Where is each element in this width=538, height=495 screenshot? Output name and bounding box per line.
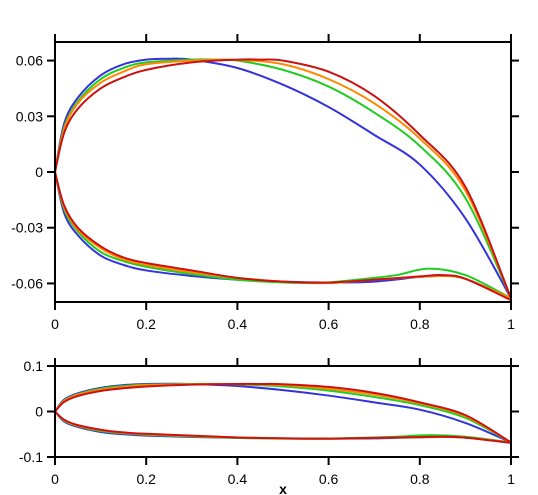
top-x-tick-label-5: 1 [507, 316, 515, 332]
top-y-tick-label-3: 0.03 [16, 108, 43, 124]
top-series-3-lower-curve [54, 171, 512, 302]
top-x-tick-label-1: 0.2 [136, 316, 156, 332]
top-y-tick-label-0: -0.06 [11, 275, 43, 291]
top-series-1-upper-curve [54, 58, 512, 300]
bottom-series-3-upper-curve [54, 382, 512, 444]
top-series-2-upper-curve [54, 58, 512, 300]
top-series-0-upper-curve [54, 57, 512, 300]
bottom-x-axis-label: x [279, 481, 287, 495]
bottom-chart-panel: 0 0.2 0.4 0.6 0.8 1 -0.1 0 0.1 x [19, 358, 519, 495]
bottom-x-tick-label-2: 0.4 [228, 471, 248, 487]
top-series-1-lower-curve [54, 171, 512, 300]
bottom-x-tick-label-5: 1 [507, 471, 515, 487]
bottom-x-tick-label-4: 0.8 [410, 471, 430, 487]
bottom-series-3-lower-curve [54, 410, 512, 444]
top-y-tick-label-1: -0.03 [11, 220, 43, 236]
top-series-0-lower-curve [54, 171, 512, 300]
bottom-y-tick-label-0: -0.1 [19, 449, 43, 465]
top-x-tick-label-0: 0 [51, 316, 59, 332]
top-series-3-upper-curve [54, 58, 512, 300]
top-y-tick-label-2: 0 [35, 164, 43, 180]
top-x-tick-label-2: 0.4 [228, 316, 248, 332]
bottom-x-tick-label-0: 0 [51, 471, 59, 487]
top-chart-panel: 0 0.2 0.4 0.6 0.8 1 -0.06 -0.03 0 0.03 0.06 [11, 34, 519, 332]
bottom-y-tick-label-1: 0 [35, 404, 43, 420]
bottom-x-tick-label-1: 0.2 [136, 471, 156, 487]
top-x-tick-label-4: 0.8 [410, 316, 430, 332]
top-plot-frame [54, 41, 512, 303]
top-y-tick-label-4: 0.06 [16, 53, 43, 69]
top-series-2-lower-curve [54, 171, 512, 300]
bottom-x-tick-label-3: 0.6 [319, 471, 339, 487]
bottom-y-tick-label-2: 0.1 [24, 358, 44, 374]
top-x-tick-label-3: 0.6 [319, 316, 339, 332]
